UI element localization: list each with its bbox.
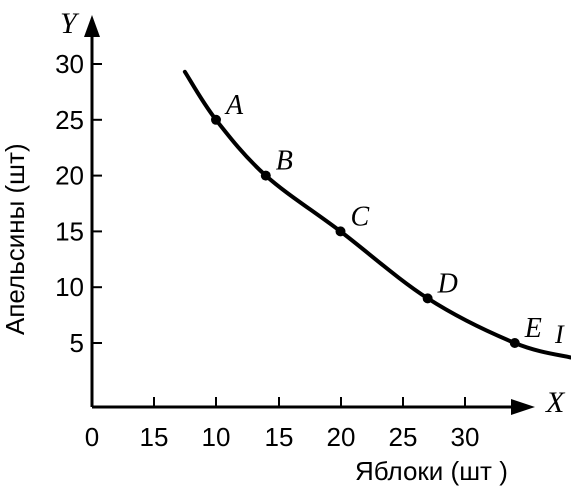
y-axis-title: Апельсины (шт)	[0, 143, 30, 335]
y-tick-label: 15	[55, 216, 84, 246]
axes	[84, 15, 535, 415]
x-tick-label: 20	[327, 422, 356, 452]
curve-points: A B C D E	[211, 90, 542, 348]
y-tick-label: 25	[55, 105, 84, 135]
point-b	[260, 170, 271, 181]
point-d	[422, 293, 433, 304]
point-a	[211, 114, 221, 125]
x-tick-label: 25	[389, 422, 418, 452]
y-tick-label: 30	[55, 49, 84, 79]
point-label-d: D	[437, 268, 458, 299]
x-tick-label: 10	[202, 422, 231, 452]
x-axis-title: Яблоки (шт )	[355, 456, 508, 486]
point-label-e: E	[524, 313, 542, 344]
x-tick-label: 0	[85, 422, 99, 452]
y-axis-name: Y	[60, 7, 80, 40]
point-label-c: C	[351, 201, 370, 232]
x-tick-label: 30	[451, 422, 480, 452]
x-tick-label: 15	[140, 422, 169, 452]
y-axis-arrow	[84, 15, 100, 37]
point-e	[509, 338, 520, 348]
x-axis-name: X	[545, 386, 566, 419]
x-ticks: 0 15 10 15 20 25 30	[85, 397, 480, 452]
point-c	[335, 226, 346, 237]
y-tick-label: 5	[70, 328, 84, 358]
x-tick-label: 15	[265, 422, 294, 452]
y-tick-label: 10	[55, 272, 84, 302]
y-ticks: 5 10 15 20 25 30	[55, 49, 102, 358]
curve-label: I	[554, 320, 565, 349]
x-axis-arrow	[511, 399, 535, 415]
point-label-b: B	[276, 146, 293, 177]
point-label-a: A	[224, 90, 244, 121]
y-tick-label: 20	[55, 161, 84, 191]
